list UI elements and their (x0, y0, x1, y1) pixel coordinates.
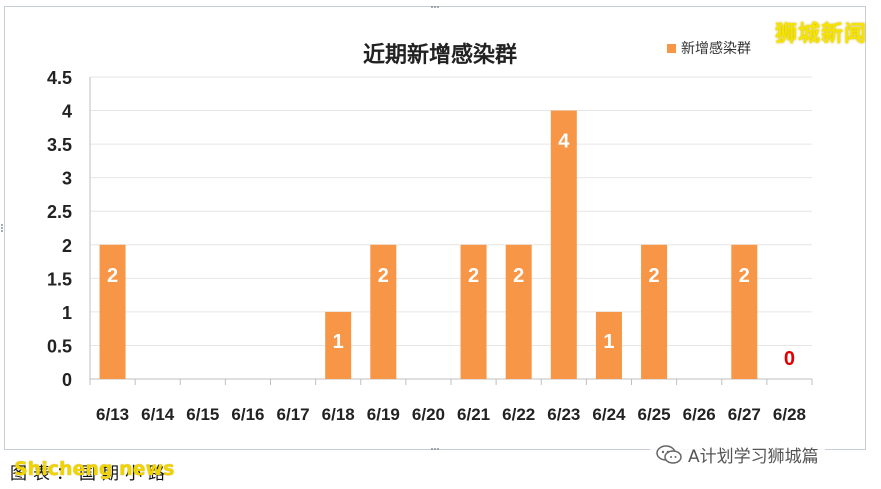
data-label: 2 (649, 265, 660, 287)
x-tick-label: 6/20 (412, 405, 445, 424)
x-tick-label: 6/21 (457, 405, 490, 424)
watermark-top: 狮城新闻 (774, 22, 867, 47)
resize-handle-top[interactable] (431, 6, 441, 10)
x-tick-label: 6/22 (502, 405, 535, 424)
x-tick-label: 6/25 (638, 405, 671, 424)
wechat-label: A计划学习狮城篇 (688, 447, 819, 467)
bar (550, 110, 577, 380)
resize-handle-bottom[interactable] (431, 448, 441, 452)
bar (325, 311, 352, 379)
y-tick-label: 2 (62, 236, 72, 256)
resize-handle-left[interactable] (1, 224, 5, 234)
caption-watermark: Shicheng news (14, 458, 175, 480)
data-label: 2 (378, 265, 389, 287)
data-label: 4 (558, 131, 570, 153)
y-tick-label: 1 (62, 303, 72, 323)
chart-frame (4, 6, 866, 450)
data-label: 2 (739, 265, 750, 287)
x-tick-label: 6/19 (367, 405, 400, 424)
x-tick-label: 6/18 (322, 405, 355, 424)
y-tick-label: 0.5 (47, 336, 72, 356)
x-tick-label: 6/13 (96, 405, 129, 424)
data-label: 1 (333, 331, 344, 353)
wechat-icon (656, 444, 682, 464)
x-tick-label: 6/23 (547, 405, 580, 424)
figure-caption: 图表：国期小路 (10, 464, 171, 484)
bar (595, 311, 622, 379)
y-tick-label: 3 (62, 169, 72, 189)
y-tick-label: 2.5 (47, 202, 72, 222)
bar (731, 244, 758, 379)
data-label: 2 (468, 265, 479, 287)
chart-title: 近期新增感染群 (363, 42, 517, 68)
x-tick-label: 6/26 (683, 405, 716, 424)
legend-label: 新增感染群 (681, 40, 751, 57)
data-label: 0 (784, 348, 795, 370)
y-tick-label: 3.5 (47, 135, 72, 155)
y-tick-label: 1.5 (47, 269, 72, 289)
bar (370, 244, 397, 379)
x-tick-label: 6/16 (231, 405, 264, 424)
y-tick-label: 0 (62, 370, 72, 390)
data-label: 2 (513, 265, 524, 287)
data-label: 2 (107, 265, 118, 287)
x-tick-label: 6/14 (141, 405, 175, 424)
bar (505, 244, 532, 379)
y-tick-label: 4.5 (47, 68, 72, 88)
x-tick-label: 6/28 (773, 405, 806, 424)
bar (641, 244, 668, 379)
y-tick-label: 4 (62, 102, 72, 122)
x-tick-label: 6/17 (277, 405, 310, 424)
bar (99, 244, 126, 379)
wechat-source: A计划学习狮城篇 (650, 440, 825, 469)
x-tick-label: 6/27 (728, 405, 761, 424)
x-tick-label: 6/24 (592, 405, 626, 424)
legend-swatch (667, 44, 676, 53)
bar (460, 244, 487, 379)
data-label: 1 (603, 331, 614, 353)
x-tick-label: 6/15 (186, 405, 219, 424)
